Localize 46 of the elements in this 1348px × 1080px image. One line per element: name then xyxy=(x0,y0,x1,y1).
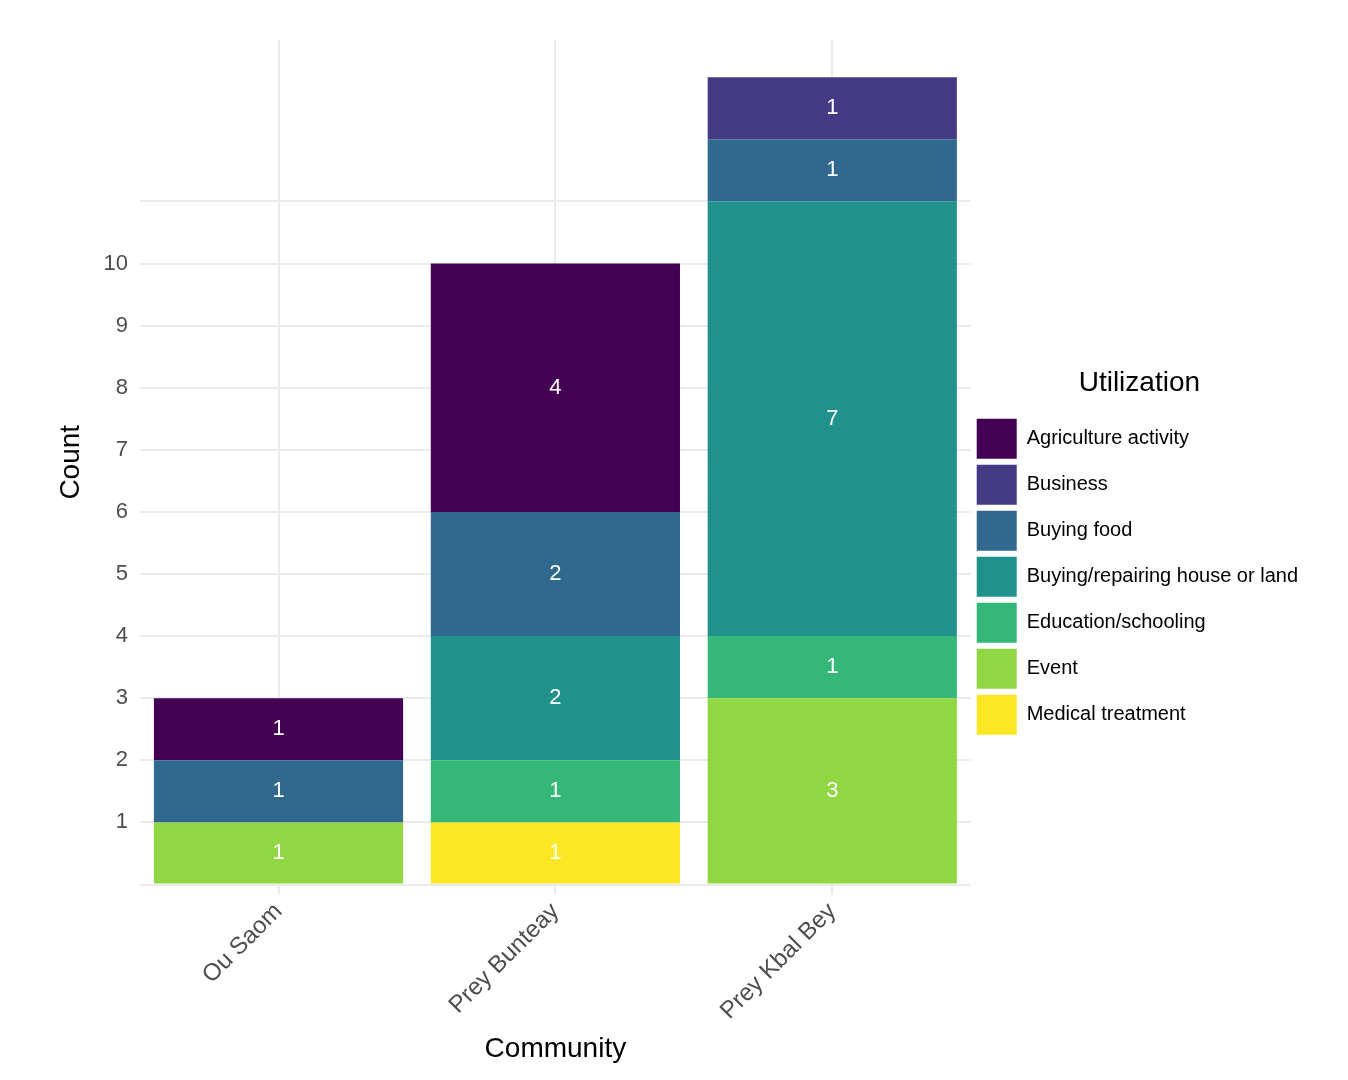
data-label: 1 xyxy=(826,94,839,120)
y-tick-label: 8 xyxy=(115,373,129,399)
bar xyxy=(430,760,680,823)
data-label: 1 xyxy=(549,777,562,803)
bar xyxy=(430,263,680,512)
bar xyxy=(153,760,404,823)
data-label: 7 xyxy=(826,404,839,430)
legend-label: Buying food xyxy=(1026,518,1133,541)
data-label: 1 xyxy=(272,715,285,741)
data-label: 1 xyxy=(272,777,285,803)
bar xyxy=(153,822,404,884)
y-tick-label: 4 xyxy=(115,622,129,648)
legend-label: Buying/repairing house or land xyxy=(1026,564,1299,587)
y-tick-label: 6 xyxy=(115,497,129,523)
data-label: 3 xyxy=(826,776,839,802)
data-label: 1 xyxy=(826,156,839,182)
y-tick-label: 2 xyxy=(115,746,129,772)
data-label: 2 xyxy=(549,560,562,586)
bar xyxy=(707,77,957,140)
data-label: 1 xyxy=(826,653,839,679)
data-label: 4 xyxy=(549,373,562,399)
bar xyxy=(430,822,680,884)
bar xyxy=(707,698,957,884)
y-tick-label: 3 xyxy=(115,684,129,710)
legend-label: Medical treatment xyxy=(1026,702,1187,725)
bar xyxy=(707,139,957,202)
bar xyxy=(153,698,404,761)
legend-title: Utilization xyxy=(1078,365,1201,397)
x-axis-title: Community xyxy=(484,1031,627,1063)
bar xyxy=(430,511,680,637)
data-label: 2 xyxy=(549,684,562,710)
bar xyxy=(707,201,957,637)
data-label: 1 xyxy=(272,839,285,865)
y-tick-label: 9 xyxy=(115,311,129,337)
legend-label: Event xyxy=(1026,656,1079,679)
y-tick-label: 5 xyxy=(115,560,129,586)
y-tick-label: 7 xyxy=(115,435,129,461)
y-tick-label: 1 xyxy=(115,808,129,834)
y-axis-title: Count xyxy=(53,424,85,500)
legend-label: Business xyxy=(1026,472,1108,495)
legend-label: Education/schooling xyxy=(1026,610,1206,633)
y-tick-label: 10 xyxy=(103,249,129,275)
bar xyxy=(707,636,957,699)
legend-label: Agriculture activity xyxy=(1026,426,1189,449)
bar xyxy=(430,636,680,761)
data-label: 1 xyxy=(549,839,562,865)
